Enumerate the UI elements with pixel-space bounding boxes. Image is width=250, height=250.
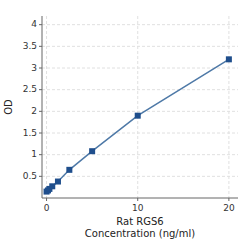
y-tick bbox=[39, 154, 42, 155]
marker bbox=[66, 167, 72, 173]
x-tick-label: 0 bbox=[44, 203, 50, 213]
plot-area bbox=[44, 56, 232, 194]
y-grid-line bbox=[42, 24, 238, 25]
y-tick bbox=[39, 176, 42, 177]
y-tick-label: 3 bbox=[31, 63, 37, 73]
x-axis-label-line: Concentration (ng/ml) bbox=[85, 228, 195, 239]
x-grid-line bbox=[228, 16, 229, 198]
y-grid-line bbox=[42, 133, 238, 134]
marker bbox=[49, 183, 55, 189]
chart: 0.5 1 1.5 2 2.5 3 3.5 4 0 10 20 Rat RGS6Concentrati… bbox=[0, 0, 250, 250]
marker bbox=[89, 148, 95, 154]
marker bbox=[226, 56, 232, 62]
y-tick bbox=[39, 24, 42, 25]
y-grid-line bbox=[42, 154, 238, 155]
x-tick-label: 10 bbox=[132, 203, 144, 213]
x-grid-line bbox=[46, 16, 47, 198]
x-axis-line bbox=[42, 198, 238, 199]
x-tick-label: 20 bbox=[223, 203, 235, 213]
x-grid-line bbox=[137, 16, 138, 198]
y-tick-label: 1 bbox=[31, 149, 37, 159]
y-grid-line bbox=[42, 176, 238, 177]
y-tick bbox=[39, 46, 42, 47]
y-tick-label: 4 bbox=[31, 19, 37, 29]
y-tick bbox=[39, 68, 42, 69]
y-grid-line bbox=[42, 89, 238, 90]
y-tick-label: 1.5 bbox=[23, 128, 37, 138]
y-tick-label: 0.5 bbox=[23, 171, 37, 181]
x-axis-label: Rat RGS6Concentration (ng/ml) bbox=[85, 216, 195, 239]
y-axis-line bbox=[42, 16, 43, 198]
y-grid-line bbox=[42, 68, 238, 69]
marker bbox=[55, 179, 61, 185]
y-tick bbox=[39, 89, 42, 90]
x-axis-label-line: Rat RGS6 bbox=[116, 216, 163, 227]
y-tick-label: 2.5 bbox=[23, 84, 37, 94]
y-axis-label: OD bbox=[3, 99, 14, 115]
y-tick-label: 2 bbox=[31, 106, 37, 116]
x-tick bbox=[137, 198, 138, 201]
y-tick-label: 3.5 bbox=[23, 41, 37, 51]
marker bbox=[135, 113, 141, 119]
x-tick bbox=[228, 198, 229, 201]
line bbox=[47, 59, 229, 191]
y-tick bbox=[39, 111, 42, 112]
y-grid-line bbox=[42, 111, 238, 112]
x-tick bbox=[46, 198, 47, 201]
grid bbox=[42, 16, 238, 198]
y-grid-line bbox=[42, 46, 238, 47]
y-tick bbox=[39, 133, 42, 134]
